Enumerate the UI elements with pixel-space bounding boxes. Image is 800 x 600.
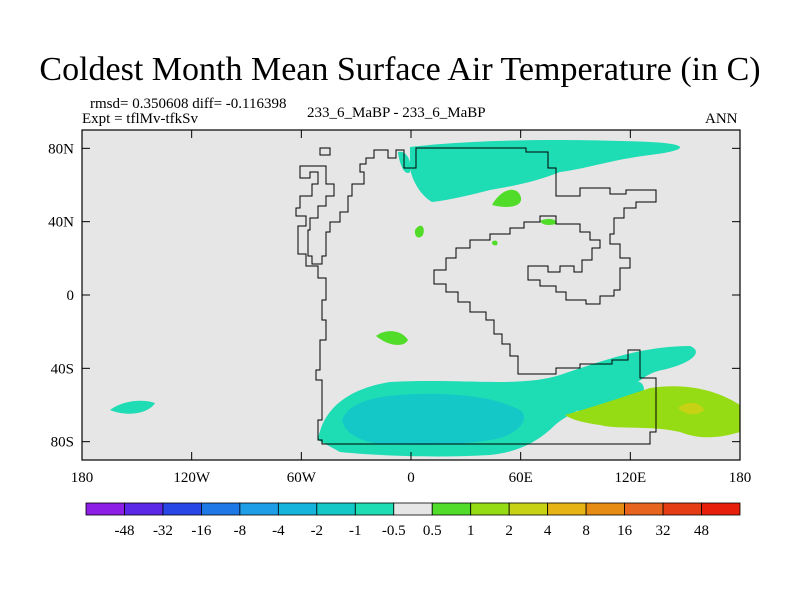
colorbar-label: -16 — [191, 523, 211, 539]
region-australia-sector-warmer — [678, 402, 704, 415]
x-tick-label: 120W — [173, 470, 211, 486]
colorbar-label: 16 — [617, 523, 633, 539]
colorbar-swatch — [508, 502, 549, 516]
colorbar-label: 32 — [656, 523, 671, 539]
colorbar-label: 0.5 — [423, 523, 442, 539]
experiment-label: Expt = tflMv-tfkSv — [82, 111, 198, 127]
colorbar-label: 48 — [694, 523, 709, 539]
region-australia-sector-warm — [565, 386, 740, 438]
colorbar-swatch — [85, 502, 125, 516]
x-tick-label: 60E — [509, 470, 533, 486]
colorbar-label: 4 — [544, 523, 552, 539]
colorbar-label: -0.5 — [382, 523, 406, 539]
x-tick-label: 180 — [729, 470, 752, 486]
y-tick-label: 80S — [51, 435, 74, 451]
colorbar-swatch — [316, 502, 356, 516]
y-tick-label: 40N — [48, 215, 74, 231]
region-mid-lat-patch-2 — [492, 240, 498, 246]
colorbar-label: 2 — [505, 523, 513, 539]
colorbar-label: -2 — [311, 523, 324, 539]
colorbar-swatch — [662, 502, 702, 516]
colorbar-label: -48 — [114, 523, 134, 539]
y-tick-label: 80N — [48, 141, 74, 157]
y-tick-label: 40S — [51, 361, 74, 377]
colorbar: -48 -32 -16 -8 -4 -2 -1 -0.5 0.5 1 2 4 8 16 32 48 — [85, 502, 741, 539]
colorbar-swatch — [354, 502, 395, 516]
x-tick-label: 0 — [407, 470, 415, 486]
y-axis: 80N 40N 0 40S 80S — [48, 141, 740, 451]
x-tick-label: 180 — [71, 470, 94, 486]
colorbar-label: -32 — [153, 523, 173, 539]
x-axis: 180 120W 60W 0 60E 120E 180 — [71, 130, 752, 486]
coastline-outline — [295, 147, 657, 445]
region-south-pacific-patch — [110, 400, 155, 414]
colorbar-label: -1 — [349, 523, 362, 539]
x-tick-label: 60W — [287, 470, 317, 486]
colorbar-swatch — [239, 502, 279, 516]
colorbar-label: 1 — [467, 523, 475, 539]
colorbar-swatch — [201, 502, 241, 516]
region-central-asia-patch — [492, 189, 522, 207]
map-title: Coldest Month Mean Surface Air Temperatu… — [39, 51, 761, 88]
stats-label: rmsd= 0.350608 diff= -0.116398 — [90, 96, 287, 112]
period-label: 233_6_MaBP - 233_6_MaBP — [307, 105, 486, 121]
colorbar-swatch — [624, 502, 664, 516]
colorbar-swatch — [277, 502, 318, 516]
region-tropical-africa-patch — [376, 331, 408, 345]
season-label: ANN — [705, 111, 738, 127]
region-arctic-north-atlantic — [410, 139, 680, 202]
region-southern-ocean-core — [342, 393, 524, 445]
region-tropical-atlantic-patch — [414, 225, 424, 238]
colorbar-swatch — [585, 502, 625, 516]
y-tick-label: 0 — [67, 288, 75, 304]
colorbar-swatch — [124, 502, 164, 516]
colorbar-swatch — [547, 502, 587, 516]
colorbar-swatch — [162, 502, 202, 516]
colorbar-swatch — [701, 502, 741, 516]
colorbar-label: -8 — [234, 523, 247, 539]
colorbar-label: -4 — [272, 523, 285, 539]
colorbar-swatch — [393, 502, 433, 516]
region-mid-lat-patch-1 — [540, 218, 557, 225]
x-tick-label: 120E — [614, 470, 646, 486]
colorbar-swatch — [431, 502, 472, 516]
colorbar-label: 8 — [582, 523, 590, 539]
colorbar-swatch — [470, 502, 510, 516]
anomaly-regions — [110, 139, 740, 457]
